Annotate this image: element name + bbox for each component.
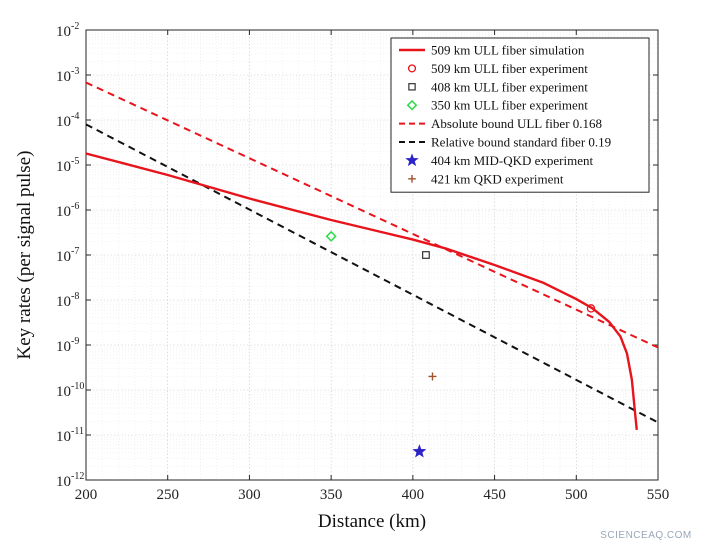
y-tick-label: 10-10 xyxy=(56,381,84,400)
y-tick-label: 10-4 xyxy=(56,111,79,130)
data-series xyxy=(85,81,659,458)
legend: 509 km ULL fiber simulation 509 km ULL fi… xyxy=(390,37,650,193)
y-tick-label: 10-11 xyxy=(56,426,84,445)
experiment-point-square xyxy=(408,83,416,91)
experiment-point-star xyxy=(405,153,419,167)
experiment-point-circle xyxy=(586,304,596,313)
watermark-text: SCIENCEAQ.COM xyxy=(600,530,692,541)
legend-entry-label: 408 km ULL fiber experiment xyxy=(431,79,588,94)
y-tick-label: 10-5 xyxy=(56,156,79,175)
y-tick-label: 10-12 xyxy=(56,471,84,490)
experiment-point-star xyxy=(412,444,427,458)
x-tick-label: 250 xyxy=(156,487,179,503)
y-tick-label: 10-3 xyxy=(56,66,79,85)
legend-entry-label: Absolute bound ULL fiber 0.168 xyxy=(431,116,602,131)
experiment-point-plus xyxy=(408,175,416,183)
x-tick-label: 500 xyxy=(565,487,588,503)
legend-entry-label: Relative bound standard fiber 0.19 xyxy=(431,135,611,150)
simulation-line xyxy=(85,152,638,430)
y-tick-label: 10-2 xyxy=(56,21,79,40)
x-tick-label: 400 xyxy=(402,487,425,503)
experiment-point-square xyxy=(422,251,430,259)
y-tick-label: 10-8 xyxy=(56,291,79,310)
y-tick-label: 10-6 xyxy=(56,201,79,220)
legend-entry-label: 509 km ULL fiber simulation xyxy=(431,43,585,58)
legend-entry-label: 421 km QKD experiment xyxy=(431,171,564,186)
experiment-point-plus xyxy=(428,372,437,381)
bound-dashed-line xyxy=(85,81,659,349)
legend-entry-label: 509 km ULL fiber experiment xyxy=(431,61,588,76)
x-tick-label: 200 xyxy=(75,487,98,503)
x-axis-title: Distance (km) xyxy=(318,511,426,532)
x-tick-label: 350 xyxy=(320,487,343,503)
x-tick-label: 300 xyxy=(238,487,261,503)
y-axis-title: Key rates (per signal pulse) xyxy=(14,151,35,360)
legend-box xyxy=(390,37,650,193)
legend-entry-label: 350 km ULL fiber experiment xyxy=(431,98,588,113)
y-tick-label: 10-7 xyxy=(56,246,79,265)
experiment-point-circle xyxy=(407,64,417,73)
y-tick-label: 10-9 xyxy=(56,336,79,355)
experiment-point-diamond xyxy=(406,99,418,111)
axis-ticks: 200 250 300 350 400 450 500 550 10-12 10-11 10-10 1… xyxy=(56,21,669,503)
x-tick-label: 550 xyxy=(647,487,670,503)
experiment-point-diamond xyxy=(325,230,337,242)
x-tick-label: 450 xyxy=(483,487,506,503)
legend-entry-label: 404 km MID-QKD experiment xyxy=(431,153,593,168)
